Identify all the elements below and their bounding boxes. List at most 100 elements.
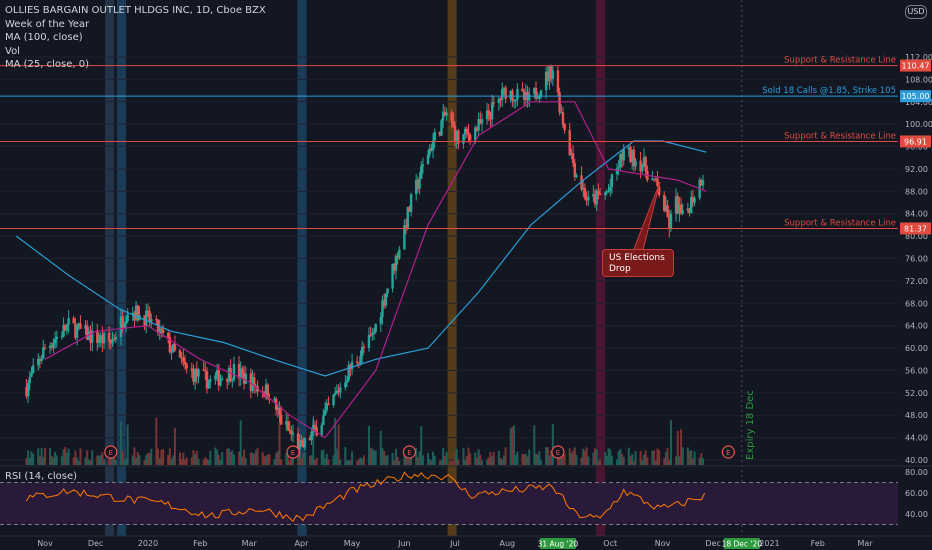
price-tag-label: 96.91 xyxy=(904,137,927,146)
volume-bar xyxy=(499,457,502,465)
candle-body xyxy=(610,174,614,188)
candle-body xyxy=(538,95,541,99)
candle-body xyxy=(489,115,492,120)
candle-body xyxy=(291,433,295,435)
candle-body xyxy=(121,316,124,328)
indicator-vol[interactable]: Vol xyxy=(5,45,20,57)
volume-bar xyxy=(254,450,257,465)
candle-body xyxy=(393,263,396,271)
time-tick-label: Mar xyxy=(242,539,258,548)
volume-bar xyxy=(427,453,430,465)
volume-bar xyxy=(275,452,278,465)
earnings-icon-label: E xyxy=(556,449,560,457)
candle-body xyxy=(310,431,313,441)
candle-body xyxy=(180,357,183,359)
volume-bar xyxy=(475,457,478,465)
volume-bar xyxy=(536,454,539,465)
volume-bar xyxy=(226,448,229,465)
volume-bar xyxy=(605,455,608,465)
time-tick-label: Nov xyxy=(655,539,671,548)
volume-bar xyxy=(91,450,94,465)
volume-bar xyxy=(442,447,445,465)
candle-body xyxy=(374,323,377,332)
volume-bar xyxy=(489,451,492,465)
candle-body xyxy=(396,255,399,259)
time-tick-label: Mar xyxy=(857,539,873,548)
candle-body xyxy=(657,186,661,195)
candle-body xyxy=(571,153,575,164)
candle-body xyxy=(369,334,372,336)
candle-body xyxy=(75,326,79,338)
volume-bar xyxy=(599,459,602,465)
indicator-ma100[interactable]: MA (100, close) xyxy=(5,32,83,43)
candle-body xyxy=(195,368,199,377)
volume-bar xyxy=(680,429,683,465)
candle-body xyxy=(298,439,301,450)
volume-bar xyxy=(534,453,537,465)
rsi-label[interactable]: RSI (14, close) xyxy=(5,471,78,482)
candle-body xyxy=(361,346,364,357)
candle-body xyxy=(84,325,87,329)
volume-bar xyxy=(192,449,195,465)
volume-bar xyxy=(609,449,612,465)
candle-body xyxy=(217,370,220,386)
time-axis[interactable]: Nov Dec 2020 Feb Mar Apr May Jun Jul Aug Oct Nov Dec… xyxy=(0,535,932,549)
rsi-pane: 40.00 60.00 80.00 xyxy=(0,465,932,525)
candle-body xyxy=(145,310,148,327)
indicator-ma25[interactable]: MA (25, close, 0) xyxy=(5,59,90,70)
volume-bar xyxy=(664,452,667,465)
candle-body xyxy=(156,319,160,334)
price-tag xyxy=(900,222,931,235)
volume-bar xyxy=(514,455,517,465)
volume-bar xyxy=(325,453,328,465)
volume-bar xyxy=(30,451,33,465)
horizontal-lines[interactable]: Support & Resistance Line Sold 18 Calls @… xyxy=(0,56,898,229)
volume-bar xyxy=(280,459,283,465)
candle-body xyxy=(644,157,647,171)
candle-body xyxy=(48,345,52,348)
price-tick-label: 84.00 xyxy=(905,210,928,219)
candle-body xyxy=(391,263,394,289)
volume-bar xyxy=(121,450,124,465)
volume-bar xyxy=(383,451,386,465)
candle-body xyxy=(55,336,59,340)
volume-bar xyxy=(568,448,571,465)
volume-bar xyxy=(54,452,57,465)
candle-body xyxy=(634,160,637,167)
candle-body xyxy=(286,421,290,430)
candle-body xyxy=(183,361,187,365)
candle-body xyxy=(160,328,163,330)
candle-body xyxy=(119,316,123,338)
candle-body xyxy=(382,300,386,306)
indicator-week-of-year[interactable]: Week of the Year xyxy=(5,18,90,30)
candle-body xyxy=(632,149,636,167)
candle-body xyxy=(467,132,470,136)
volume-bar xyxy=(691,458,694,465)
volume-bar xyxy=(560,457,563,465)
price-axis[interactable]: 40.00 44.00 48.00 52.00 56.00 60.00 64.00 68.00… xyxy=(898,0,932,550)
volume-bar xyxy=(42,457,45,465)
volume-bar xyxy=(668,459,671,465)
candle-body xyxy=(136,305,139,320)
volume-bar xyxy=(583,450,586,465)
volume-bar xyxy=(374,450,377,465)
candle-body xyxy=(477,119,480,131)
volume-bar xyxy=(184,459,187,465)
candle-body xyxy=(528,93,531,101)
volume-bar xyxy=(286,449,289,465)
volume-bar xyxy=(65,452,68,465)
candle-body xyxy=(420,165,423,180)
volume-bar xyxy=(25,458,28,465)
time-highlight-label: 31 Aug '20 xyxy=(538,540,579,549)
candle-body xyxy=(664,205,668,211)
candle-body xyxy=(575,175,578,178)
volume-bar xyxy=(597,460,600,465)
volume-bar xyxy=(595,449,598,465)
candle-body xyxy=(215,370,219,376)
ma100-line xyxy=(15,140,707,377)
currency-badge[interactable]: USD xyxy=(905,5,927,19)
price-tick-label: 72.00 xyxy=(905,277,928,286)
candle-body xyxy=(379,317,382,324)
